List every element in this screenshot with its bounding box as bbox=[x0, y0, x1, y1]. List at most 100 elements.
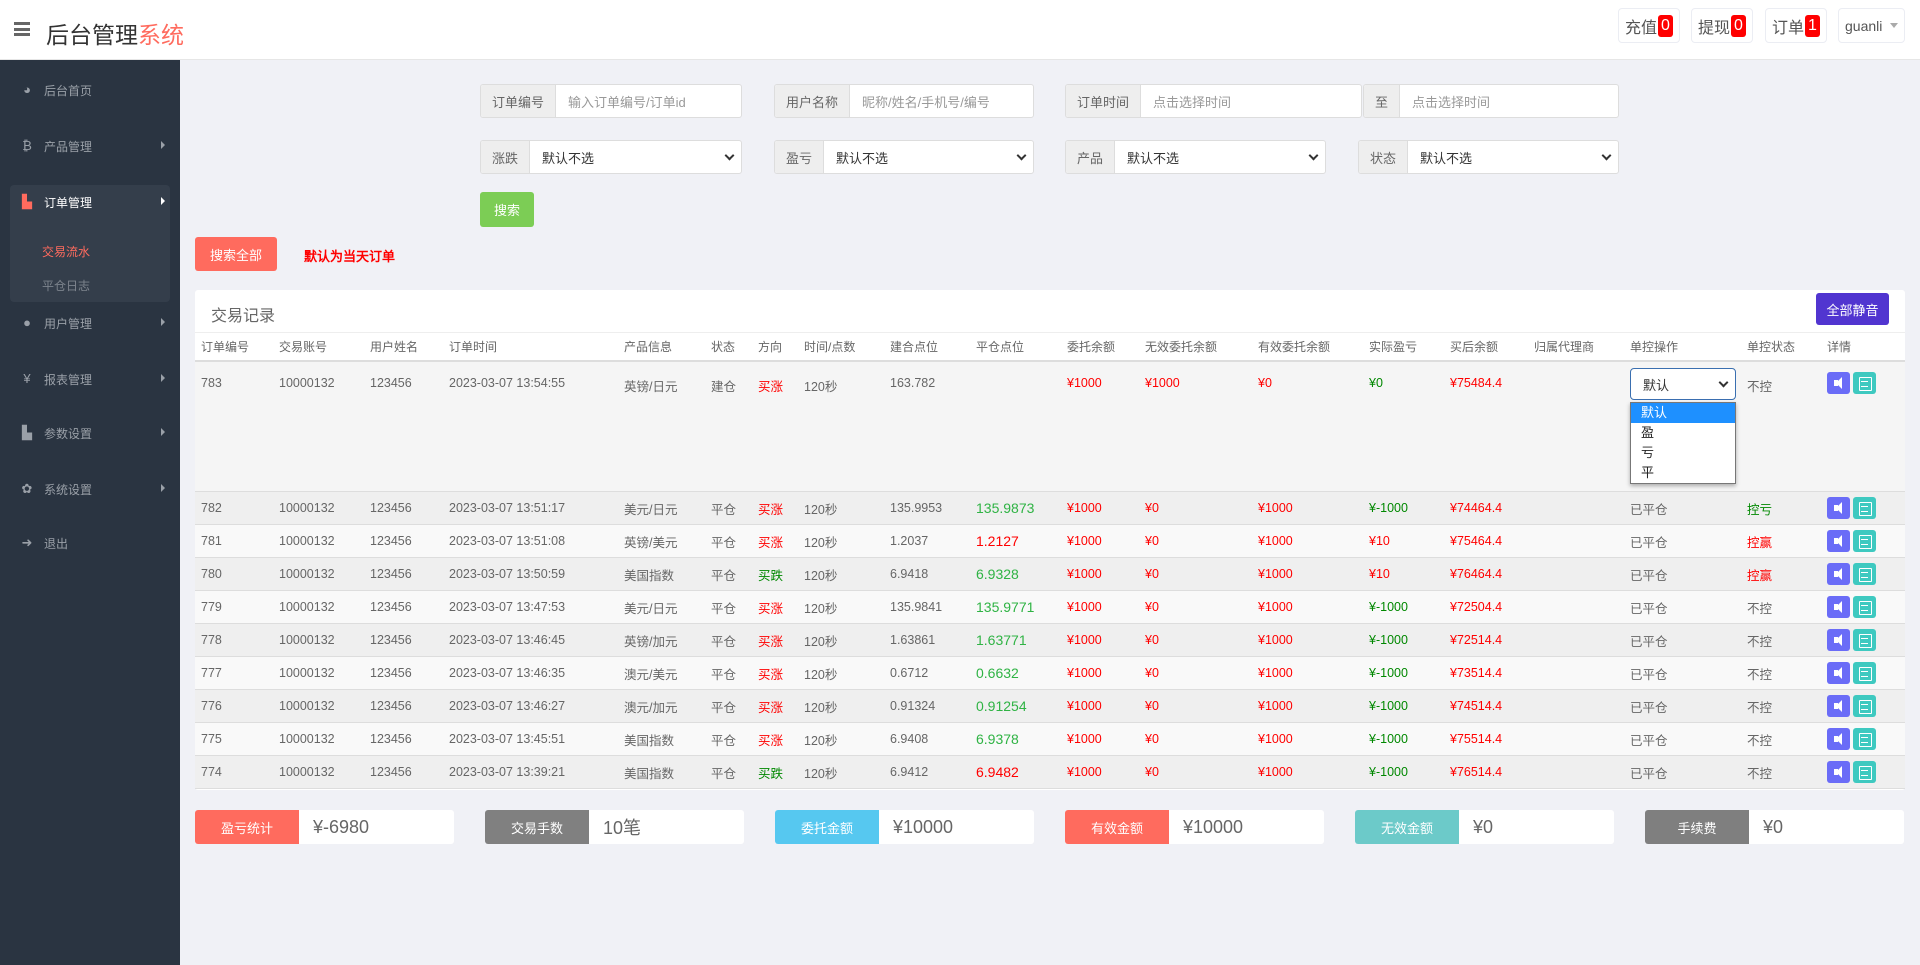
cell-name: 123456 bbox=[370, 699, 412, 713]
volume-icon[interactable] bbox=[1827, 728, 1850, 750]
select-value: 默认 bbox=[1643, 377, 1670, 393]
sidebar: ◕ 后台首页 ₿ 产品管理 ▙ 订单管理 ● 用户管理 ¥ 报表管理 ▙ 参数设置 ✿ 系统设置 ➜ 退出 交… bbox=[0, 60, 180, 965]
cell-op: 已平仓 bbox=[1630, 634, 1668, 649]
cell-account: 10000132 bbox=[279, 376, 335, 390]
column-header: 有效委托余额 bbox=[1258, 340, 1331, 354]
cell-amount: ¥1000 bbox=[1067, 699, 1102, 713]
column-header: 无效委托余额 bbox=[1145, 340, 1218, 354]
column-header: 委托余额 bbox=[1067, 340, 1116, 354]
order-no-input[interactable]: 输入订单编号/订单id bbox=[568, 94, 686, 110]
sidebar-item-3[interactable]: ● 用户管理 bbox=[20, 313, 165, 333]
volume-icon[interactable] bbox=[1827, 695, 1850, 717]
cell-details bbox=[1827, 662, 1905, 684]
list-icon[interactable] bbox=[1853, 629, 1876, 651]
search-button[interactable]: 搜索 bbox=[480, 192, 534, 227]
cell-pnl: ¥-1000 bbox=[1369, 600, 1408, 614]
list-icon[interactable] bbox=[1853, 596, 1876, 618]
cell-valid: ¥1000 bbox=[1258, 732, 1293, 746]
cell-time: 2023-03-07 13:46:27 bbox=[449, 699, 566, 713]
volume-icon[interactable] bbox=[1827, 761, 1850, 783]
volume-icon[interactable] bbox=[1827, 596, 1850, 618]
list-icon[interactable] bbox=[1853, 563, 1876, 585]
cell-amount: ¥1000 bbox=[1067, 666, 1102, 680]
cell-details bbox=[1827, 761, 1905, 783]
cell-status: 平仓 bbox=[711, 634, 737, 649]
volume-icon[interactable] bbox=[1827, 662, 1850, 684]
cell-details bbox=[1827, 497, 1905, 519]
cell-status: 平仓 bbox=[711, 667, 737, 682]
orders-button[interactable]: 订单 1 bbox=[1765, 8, 1827, 43]
list-icon[interactable] bbox=[1853, 372, 1876, 394]
dropdown-option[interactable]: 亏 bbox=[1641, 445, 1655, 460]
hamburger-menu-icon[interactable] bbox=[14, 22, 30, 36]
orders-badge: 1 bbox=[1805, 14, 1820, 37]
cell-name: 123456 bbox=[370, 732, 412, 746]
stat-value: ¥-6980 bbox=[313, 816, 370, 837]
filter-label: 盈亏 bbox=[775, 141, 825, 173]
sidebar-subitem-close-log[interactable]: 平仓日志 bbox=[42, 279, 91, 293]
sidebar-item-5[interactable]: ▙ 参数设置 bbox=[20, 423, 165, 443]
chevron-down-icon bbox=[1718, 377, 1729, 387]
sidebar-item-1[interactable]: ₿ 产品管理 bbox=[20, 136, 165, 156]
sidebar-item-2[interactable]: ▙ 订单管理 bbox=[20, 192, 165, 212]
withdraw-button[interactable]: 提现 0 bbox=[1691, 8, 1753, 43]
product-select[interactable]: 默认不选 bbox=[1115, 141, 1325, 173]
user-name-input[interactable]: 昵称/姓名/手机号/编号 bbox=[862, 94, 990, 110]
status-select[interactable]: 默认不选 bbox=[1408, 141, 1618, 173]
volume-icon[interactable] bbox=[1827, 629, 1850, 651]
cell-valid: ¥1000 bbox=[1258, 633, 1293, 647]
cell-invalid: ¥1000 bbox=[1145, 376, 1180, 390]
default-today-note: 默认为当天订单 bbox=[304, 249, 396, 264]
cell-close: 6.9482 bbox=[976, 764, 1019, 780]
sidebar-item-4[interactable]: ¥ 报表管理 bbox=[20, 369, 165, 389]
order-time-input[interactable]: 点击选择时间 bbox=[1153, 94, 1232, 110]
volume-icon[interactable] bbox=[1827, 530, 1850, 552]
chevron-down-icon bbox=[1308, 150, 1319, 160]
cell-period: 120秒 bbox=[804, 380, 838, 394]
stat-label: 无效金额 bbox=[1355, 810, 1459, 844]
rise-fall-select[interactable]: 默认不选 bbox=[530, 141, 741, 173]
cell-account: 10000132 bbox=[279, 534, 335, 548]
list-icon[interactable] bbox=[1853, 530, 1876, 552]
select-value: 默认不选 bbox=[836, 150, 889, 166]
dropdown-option[interactable]: 平 bbox=[1641, 465, 1655, 480]
cell-details bbox=[1827, 695, 1905, 717]
sidebar-item-7[interactable]: ➜ 退出 bbox=[20, 533, 165, 553]
sidebar-item-0[interactable]: ◕ 后台首页 bbox=[20, 80, 165, 100]
to-input[interactable]: 点击选择时间 bbox=[1412, 94, 1491, 110]
orders-label: 订单 bbox=[1772, 19, 1805, 37]
sidebar-item-6[interactable]: ✿ 系统设置 bbox=[20, 479, 165, 499]
cell-name: 123456 bbox=[370, 567, 412, 581]
caret-right-icon bbox=[161, 374, 165, 382]
list-icon[interactable] bbox=[1853, 761, 1876, 783]
cell-id: 776 bbox=[201, 699, 222, 713]
stat-label: 交易手数 bbox=[485, 810, 589, 844]
volume-icon[interactable] bbox=[1827, 497, 1850, 519]
cell-invalid: ¥0 bbox=[1145, 567, 1159, 581]
user-menu[interactable]: guanli bbox=[1838, 8, 1906, 43]
table-row: 779 10000132 123456 2023-03-07 13:47:53 美元/日… bbox=[195, 591, 1905, 624]
cell-status: 平仓 bbox=[711, 568, 737, 583]
yen-icon: ¥ bbox=[23, 371, 31, 386]
volume-icon[interactable] bbox=[1827, 372, 1850, 394]
cell-status: 平仓 bbox=[711, 535, 737, 550]
volume-icon[interactable] bbox=[1827, 563, 1850, 585]
column-header: 方向 bbox=[758, 340, 783, 354]
control-operation-select[interactable]: 默认 bbox=[1630, 368, 1736, 400]
dropdown-option[interactable]: 盈 bbox=[1641, 425, 1655, 440]
sidebar-subitem-trade-flow[interactable]: 交易流水 bbox=[42, 245, 91, 259]
mute-all-button[interactable]: 全部静音 bbox=[1816, 293, 1889, 325]
list-icon[interactable] bbox=[1853, 497, 1876, 519]
search-all-button[interactable]: 搜索全部 bbox=[195, 237, 277, 271]
cell-id: 778 bbox=[201, 633, 222, 647]
dropdown-option[interactable]: 默认 bbox=[1631, 403, 1735, 423]
recharge-button[interactable]: 充值 0 bbox=[1618, 8, 1680, 43]
pnl-select[interactable]: 默认不选 bbox=[824, 141, 1033, 173]
cell-name: 123456 bbox=[370, 376, 412, 390]
list-icon[interactable] bbox=[1853, 662, 1876, 684]
cell-name: 123456 bbox=[370, 765, 412, 779]
cell-account: 10000132 bbox=[279, 765, 335, 779]
stat-label: 有效金额 bbox=[1065, 810, 1169, 844]
list-icon[interactable] bbox=[1853, 728, 1876, 750]
list-icon[interactable] bbox=[1853, 695, 1876, 717]
